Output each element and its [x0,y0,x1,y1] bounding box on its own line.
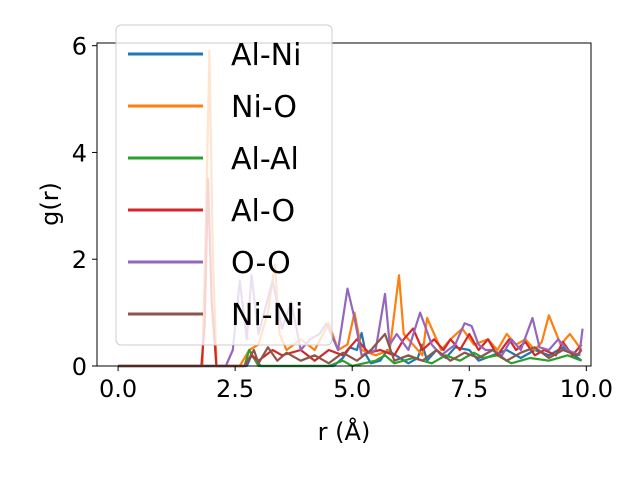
y-axis-title: g(r) [36,182,64,226]
y-tick-label: 2 [72,246,87,274]
y-tick-label: 0 [72,353,87,381]
legend: Al-Ni Ni-O Al-Al Al-O O-O Ni-Ni [115,24,333,346]
y-axis-ticks: 0 2 4 6 [72,33,97,381]
x-tick-label: 0.0 [99,375,137,403]
x-tick-label: 5.0 [333,375,371,403]
legend-box [115,24,333,346]
legend-label-al-al: Al-Al [231,142,299,177]
x-tick-label: 10.0 [560,375,613,403]
series-line-al-al [118,348,582,368]
legend-label-o-o: O-O [231,246,291,281]
x-axis-title: r (Å) [318,417,371,446]
plot-frame [96,42,592,367]
legend-label-al-ni: Al-Ni [231,38,301,73]
y-tick-label: 4 [72,139,87,167]
legend-label-ni-ni: Ni-Ni [231,298,303,333]
y-tick-label: 6 [72,33,87,61]
x-tick-label: 7.5 [450,375,488,403]
legend-label-ni-o: Ni-O [231,90,297,125]
series-line-ni-ni [118,332,583,368]
x-tick-label: 2.5 [216,375,254,403]
legend-label-al-o: Al-O [231,194,295,229]
x-axis-ticks: 0.0 2.5 5.0 7.5 10.0 [99,366,613,403]
